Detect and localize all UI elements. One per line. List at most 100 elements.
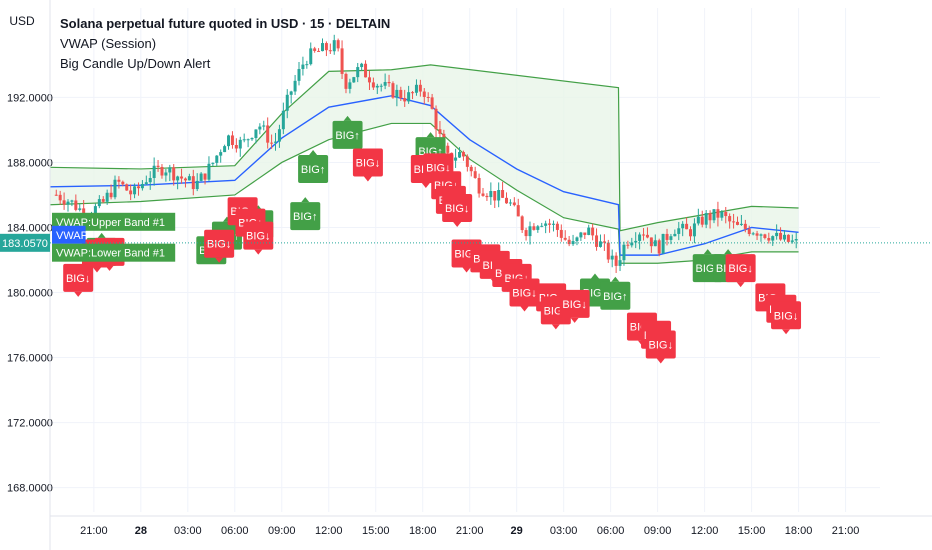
marker-box bbox=[204, 229, 235, 258]
candle-body bbox=[309, 48, 313, 65]
big-down-marker: BIG↓ bbox=[442, 193, 473, 227]
candle-body bbox=[133, 186, 137, 195]
marker-box bbox=[559, 289, 590, 318]
candle-body bbox=[348, 82, 352, 89]
candle-body bbox=[399, 89, 403, 99]
marker-label: BIG↓ bbox=[66, 273, 90, 285]
candle-body bbox=[144, 182, 148, 184]
indicator-big-candle-label[interactable]: Big Candle Up/Down Alert bbox=[60, 56, 211, 71]
x-tick-label: 21:00 bbox=[456, 525, 484, 537]
candle-body bbox=[367, 77, 371, 83]
marker-label: BIG↓ bbox=[512, 288, 536, 300]
candle-body bbox=[207, 163, 211, 180]
marker-pointer bbox=[343, 115, 352, 121]
candle-body bbox=[587, 227, 591, 235]
last-price-tag bbox=[0, 233, 50, 252]
candle-body bbox=[763, 234, 767, 238]
indicator-vwap-label[interactable]: VWAP (Session) bbox=[60, 36, 157, 51]
upper-band-tag-text: VWAP:Upper Band #1 bbox=[56, 217, 165, 229]
big-down-marker: BIG↓ bbox=[645, 330, 676, 364]
candle-body bbox=[191, 176, 195, 190]
candle-body bbox=[387, 82, 391, 84]
y-tick-label: 172.0000 bbox=[7, 418, 53, 430]
candle-body bbox=[379, 85, 383, 87]
marker-pointer bbox=[551, 324, 560, 330]
candle-body bbox=[156, 165, 160, 167]
candle-body bbox=[626, 244, 630, 246]
candle-body bbox=[786, 234, 790, 242]
candle-body bbox=[125, 184, 129, 191]
marker-pointer bbox=[309, 149, 318, 155]
candle-body bbox=[446, 145, 450, 153]
x-tick-label: 09:00 bbox=[268, 525, 296, 537]
candle-body bbox=[606, 242, 610, 260]
band-fill bbox=[50, 64, 799, 264]
candle-body bbox=[790, 240, 794, 242]
vwap-tag-bg bbox=[52, 225, 86, 244]
candle-body bbox=[724, 211, 728, 217]
candle-body bbox=[689, 229, 693, 237]
marker-pointer bbox=[736, 282, 745, 288]
candle-body bbox=[305, 64, 309, 66]
x-tick-label: 09:00 bbox=[644, 525, 672, 537]
candle-body bbox=[712, 209, 716, 221]
candle-body bbox=[598, 241, 602, 247]
candle-body bbox=[751, 233, 755, 235]
candle-body bbox=[168, 167, 172, 173]
candle-body bbox=[743, 223, 747, 229]
x-tick-label: 15:00 bbox=[738, 525, 766, 537]
marker-pointer bbox=[611, 276, 620, 282]
x-tick-label: 12:00 bbox=[691, 525, 719, 537]
candle-body bbox=[360, 63, 364, 68]
big-down-marker: BIG↓ bbox=[243, 221, 274, 255]
candle-body bbox=[728, 216, 732, 222]
candle-body bbox=[481, 193, 485, 196]
candle-body bbox=[422, 91, 426, 97]
x-tick-label: 18:00 bbox=[785, 525, 813, 537]
candle-body bbox=[418, 84, 422, 92]
currency-label[interactable]: USD bbox=[9, 14, 35, 28]
y-tick-label: 192.0000 bbox=[7, 92, 53, 104]
big-down-marker: BIG↓ bbox=[771, 301, 802, 335]
marker-box bbox=[332, 120, 363, 149]
candle-body bbox=[661, 233, 665, 254]
candle-body bbox=[536, 226, 540, 230]
candle-body bbox=[320, 43, 324, 52]
y-tick-label: 188.0000 bbox=[7, 157, 53, 169]
candle-body bbox=[430, 97, 434, 109]
marker-label: BIG↓ bbox=[562, 299, 586, 311]
candle-body bbox=[313, 48, 317, 51]
last-price-value: 183.0570 bbox=[2, 238, 48, 250]
x-tick-label: 03:00 bbox=[174, 525, 202, 537]
candle-body bbox=[414, 84, 418, 93]
candle-body bbox=[317, 50, 321, 52]
candle-body bbox=[407, 92, 411, 102]
candle-body bbox=[708, 213, 712, 221]
candle-body bbox=[551, 223, 555, 225]
candle-body bbox=[58, 194, 62, 201]
candle-body bbox=[101, 199, 105, 202]
marker-pointer bbox=[105, 265, 114, 271]
lower-band-tag-bg bbox=[52, 243, 176, 262]
marker-label: BIG↓ bbox=[774, 310, 798, 322]
candle-body bbox=[97, 199, 101, 207]
candle-body bbox=[512, 202, 516, 206]
candle-body bbox=[203, 173, 207, 180]
symbol-title[interactable]: Solana perpetual future quoted in USD · … bbox=[60, 16, 391, 31]
marker-pointer bbox=[92, 267, 101, 273]
candle-body bbox=[281, 110, 285, 130]
candle-body bbox=[113, 179, 117, 198]
candle-body bbox=[274, 141, 278, 143]
candle-body bbox=[438, 129, 442, 134]
candle-body bbox=[782, 234, 786, 240]
marker-label: BIG↓ bbox=[356, 157, 380, 169]
candle-body bbox=[230, 135, 234, 146]
candle-body bbox=[485, 195, 489, 198]
candle-body bbox=[74, 200, 78, 210]
candle-body bbox=[567, 239, 571, 245]
marker-box bbox=[645, 330, 676, 359]
candle-body bbox=[692, 223, 696, 237]
candle-body bbox=[735, 221, 739, 225]
candle-body bbox=[78, 208, 82, 210]
